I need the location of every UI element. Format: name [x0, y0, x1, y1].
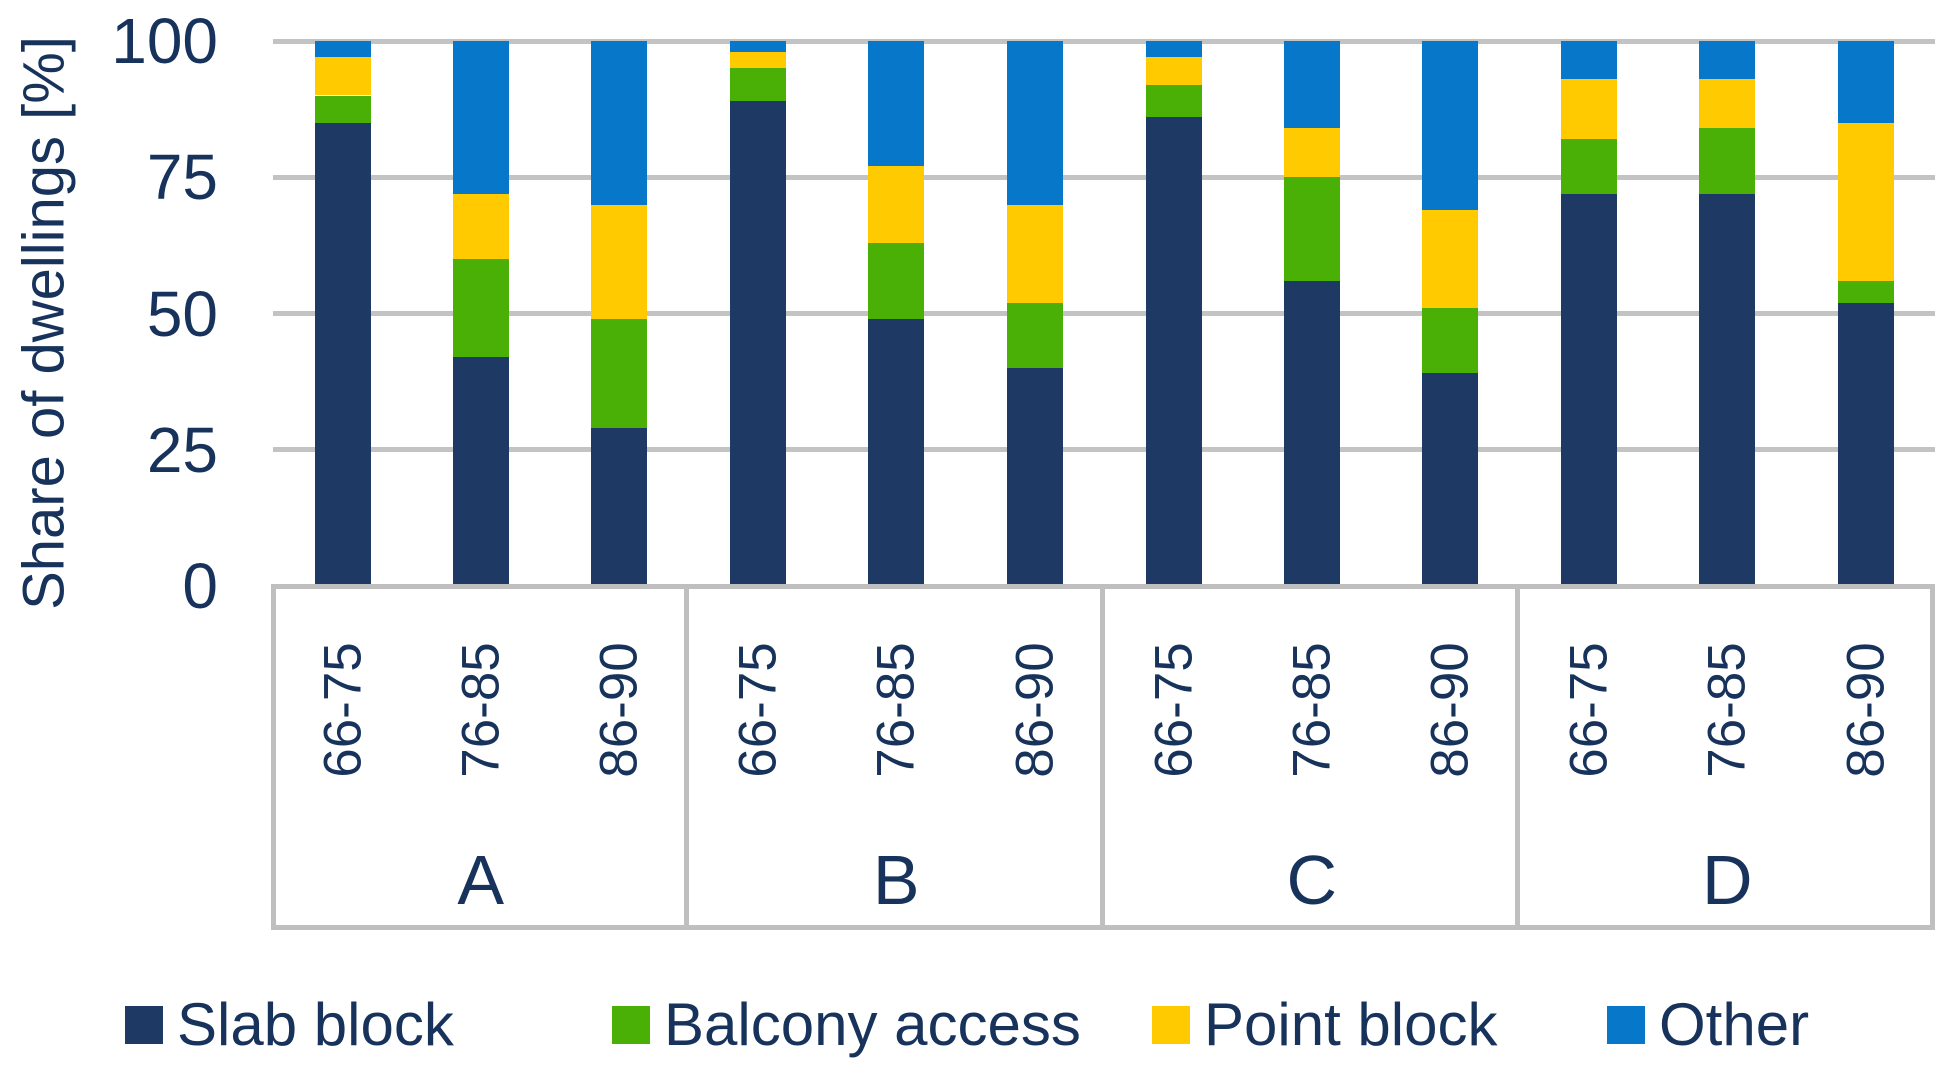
bar-segment [591, 427, 648, 586]
grid-line [273, 38, 1935, 44]
period-label: 76-85 [866, 642, 926, 778]
group-divider [1515, 589, 1520, 925]
y-tick-label: 75 [146, 141, 218, 214]
bar-segment [1145, 117, 1202, 586]
legend-swatch [612, 1006, 650, 1044]
bar-segment [868, 318, 925, 586]
group-divider [1099, 589, 1105, 925]
bar-segment [730, 41, 786, 52]
bar-segment [1283, 41, 1340, 129]
bar-segment [1699, 193, 1756, 586]
y-tick-label: 50 [146, 277, 218, 350]
bar-segment [1561, 79, 1617, 140]
period-label: 66-75 [728, 642, 788, 778]
bar-segment [314, 41, 371, 58]
bar-segment [1422, 209, 1479, 309]
bar-segment [1422, 308, 1479, 374]
bar-segment [452, 357, 509, 586]
bar-segment [1699, 128, 1756, 194]
bar-segment [1145, 57, 1202, 85]
bar-segment [868, 242, 925, 319]
legend-item: Point block [1152, 994, 1498, 1056]
legend-swatch [1152, 1006, 1190, 1044]
group-label: B [872, 841, 920, 919]
bar-segment [1837, 122, 1894, 281]
bar-segment [1699, 41, 1756, 80]
bar-segment [452, 193, 509, 259]
bar-segment [868, 166, 925, 243]
bar-segment [1006, 302, 1063, 368]
bar-segment [1283, 177, 1340, 281]
grid-line [273, 311, 1935, 316]
y-tick-label: 100 [111, 5, 218, 77]
bar-segment [1837, 41, 1894, 123]
bar-segment [591, 41, 648, 205]
group-label: D [1701, 841, 1753, 919]
period-label: 66-75 [1559, 642, 1619, 778]
period-label: 86-90 [1005, 642, 1065, 778]
bar-segment [1006, 41, 1063, 205]
bar-segment [591, 318, 648, 428]
bar-segment [1699, 79, 1756, 129]
bar-segment [1283, 280, 1340, 586]
legend-swatch [125, 1006, 163, 1044]
bar-segment [1837, 302, 1894, 586]
bar-segment [730, 100, 786, 586]
bar-segment [1145, 84, 1202, 118]
period-label: 86-90 [589, 642, 649, 778]
y-tick-label: 0 [182, 550, 218, 622]
bar-segment [1561, 41, 1617, 80]
bar-segment [1422, 41, 1479, 210]
legend-swatch [1607, 1006, 1645, 1044]
period-label: 76-85 [1282, 642, 1342, 778]
bar-segment [314, 57, 371, 96]
period-label: 66-75 [313, 642, 372, 778]
y-tick-label: 25 [146, 413, 218, 486]
bar-segment [452, 41, 509, 194]
legend-item: Other [1607, 994, 1809, 1056]
grid-line [273, 174, 1935, 180]
period-label: 76-85 [1697, 642, 1757, 778]
period-label: 66-75 [1144, 642, 1203, 778]
group-label: A [457, 841, 505, 919]
bar-segment [314, 122, 371, 586]
legend-label: Other [1659, 991, 1810, 1058]
legend-label: Point block [1204, 991, 1498, 1058]
legend-item: Slab block [125, 994, 454, 1056]
bar-segment [1422, 373, 1479, 586]
bar-segment [730, 68, 786, 101]
period-label: 86-90 [1836, 642, 1896, 778]
bar-segment [314, 95, 371, 123]
bar-segment [591, 204, 648, 319]
bar-segment [1283, 128, 1340, 178]
bar-segment [1837, 280, 1894, 303]
legend-item: Balcony access [612, 994, 1081, 1056]
bar-segment [1006, 204, 1063, 303]
bar-segment [1561, 193, 1617, 586]
category-axis-box [271, 584, 1935, 930]
group-divider [684, 589, 689, 925]
bar-segment [868, 41, 925, 167]
bar-segment [452, 259, 509, 358]
bar-segment [1006, 368, 1063, 586]
group-label: C [1286, 841, 1338, 919]
legend-label: Slab block [177, 991, 454, 1058]
legend-label: Balcony access [664, 991, 1081, 1058]
period-label: 76-85 [451, 642, 511, 778]
grid-line [273, 447, 1935, 453]
bar-segment [730, 51, 786, 69]
bar-segment [1145, 41, 1202, 58]
bar-segment [1561, 139, 1617, 194]
period-label: 86-90 [1420, 642, 1480, 778]
